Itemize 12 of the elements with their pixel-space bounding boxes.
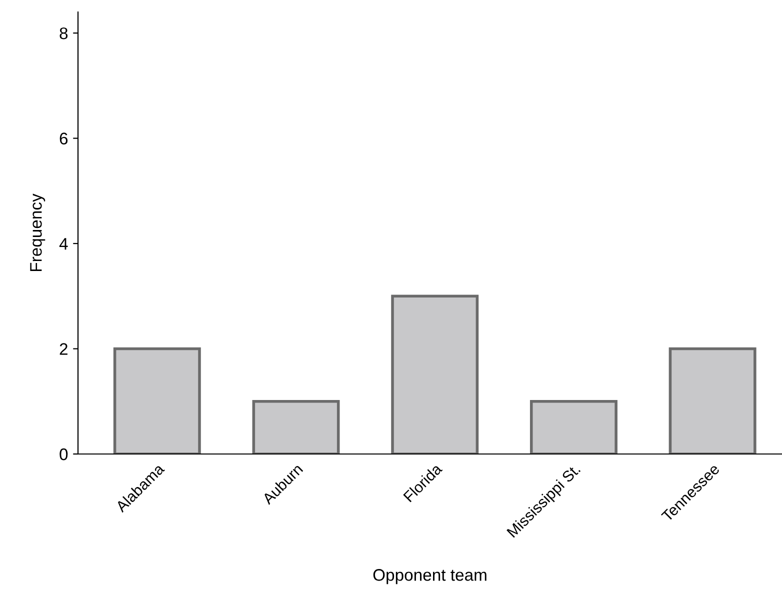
- bar: [668, 347, 756, 454]
- y-tick-label: 8: [60, 27, 68, 40]
- y-axis-title: Frequency: [30, 194, 46, 271]
- bar: [113, 347, 201, 454]
- x-axis-title: Opponent team: [373, 569, 486, 584]
- bar: [252, 400, 340, 454]
- bar: [530, 400, 618, 454]
- y-tick-label: 6: [60, 132, 68, 144]
- y-tick-label: 2: [60, 343, 68, 355]
- bar: [391, 294, 479, 454]
- y-tick-label: 4: [59, 238, 68, 250]
- y-tick-label: 0: [60, 448, 68, 460]
